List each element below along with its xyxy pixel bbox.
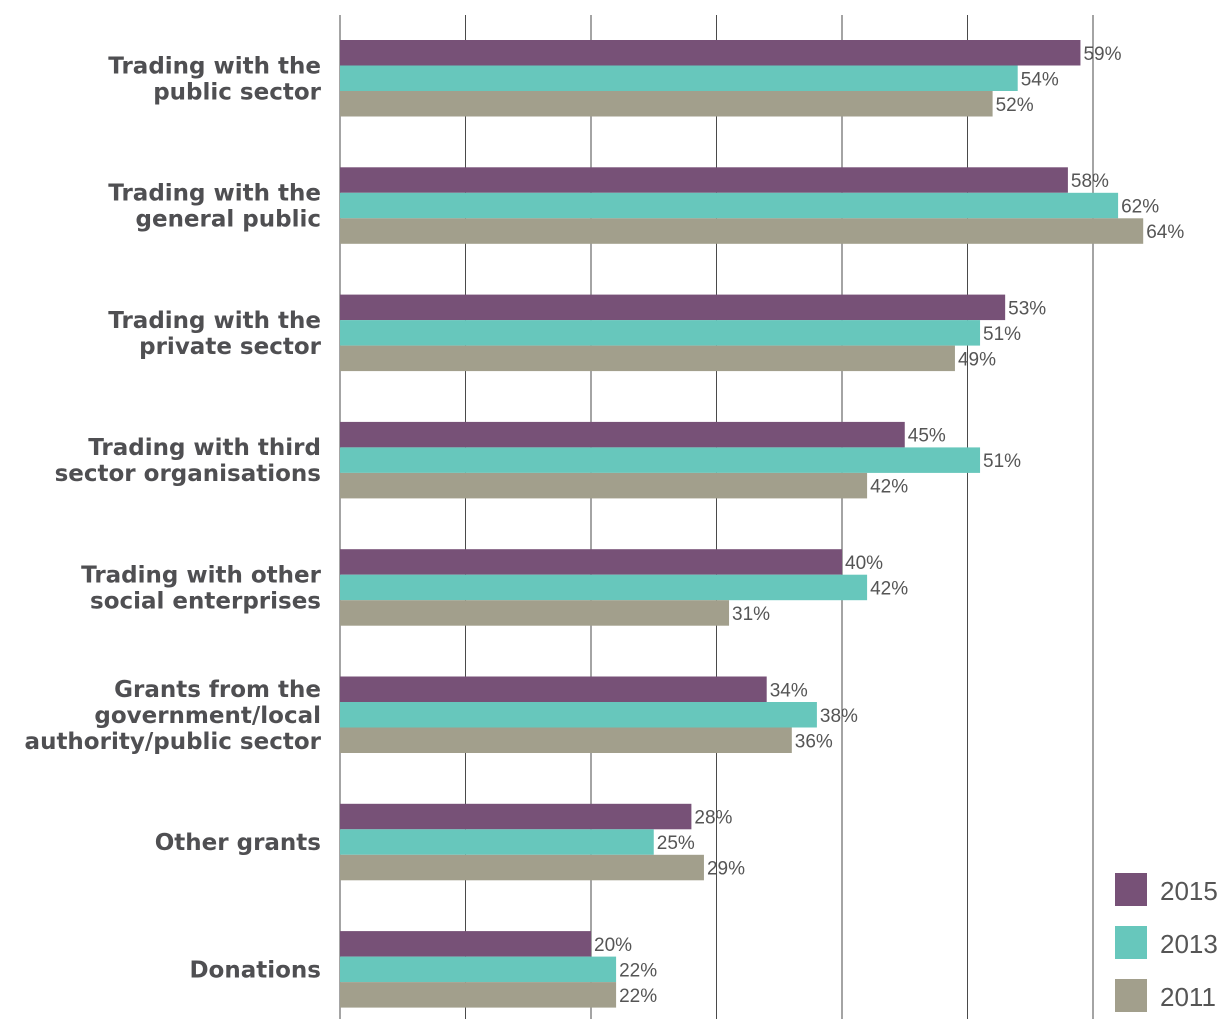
bar-2011 — [340, 982, 617, 1008]
value-label: 45% — [908, 426, 946, 447]
legend: 2015 2013 2011 — [1115, 873, 1217, 1012]
value-label: 20% — [594, 935, 632, 956]
bar-2013 — [340, 829, 654, 855]
value-label: 52% — [996, 95, 1034, 116]
value-label: 40% — [845, 553, 883, 574]
value-label: 25% — [657, 833, 695, 854]
value-label: 22% — [619, 960, 657, 981]
category-label: Trading with the private sector — [108, 308, 321, 360]
bar-2011 — [340, 472, 868, 499]
category-label: Trading with the general public — [108, 181, 321, 233]
value-label: 64% — [1146, 222, 1184, 243]
bar-2015 — [340, 676, 767, 702]
bar-2013 — [340, 574, 868, 601]
bar-2011 — [340, 345, 955, 372]
category-label: Other grants — [155, 830, 321, 856]
bars — [340, 40, 1144, 1008]
value-label: 34% — [770, 680, 808, 701]
bar-2011 — [340, 218, 1144, 244]
value-label: 42% — [870, 578, 908, 599]
bar-2013 — [340, 956, 617, 983]
legend-label: 2013 — [1160, 929, 1217, 959]
bar-2015 — [340, 167, 1068, 193]
category-label: Trading with other social enterprises — [81, 562, 321, 614]
bar-2011 — [340, 600, 730, 626]
value-label: 31% — [732, 604, 770, 625]
bar-2011 — [340, 727, 792, 753]
legend-swatch-2013 — [1115, 926, 1147, 959]
value-label: 59% — [1083, 44, 1121, 65]
value-label: 36% — [795, 731, 833, 752]
category-labels: Trading with the public sector Trading wit… — [25, 53, 322, 983]
legend-swatch-2015 — [1115, 873, 1147, 906]
category-label: Grants from the government/local authority… — [25, 677, 322, 755]
category-label: Trading with the public sector — [108, 53, 321, 105]
bar-2013 — [340, 702, 817, 728]
value-label: 38% — [820, 706, 858, 727]
bar-2011 — [340, 91, 993, 117]
bar-2015 — [340, 549, 842, 575]
bar-2015 — [340, 294, 1006, 321]
bar-2013 — [340, 320, 981, 346]
value-label: 54% — [1021, 69, 1059, 90]
value-labels: 59% 54% 52% 58% 62% 64% 53% 51% 49% 45% 51% 42% 40% 4… — [594, 44, 1184, 1007]
value-label: 51% — [983, 451, 1021, 472]
value-label: 62% — [1121, 197, 1159, 218]
bar-2015 — [340, 421, 905, 448]
value-label: 42% — [870, 477, 908, 498]
bar-2015 — [340, 931, 591, 957]
value-label: 49% — [958, 349, 996, 370]
value-label: 29% — [707, 859, 745, 880]
value-label: 51% — [983, 324, 1021, 345]
bar-2013 — [340, 65, 1018, 91]
legend-swatch-2011 — [1115, 979, 1147, 1012]
value-label: 28% — [694, 808, 732, 829]
bar-2011 — [340, 854, 704, 881]
value-label: 58% — [1071, 171, 1109, 192]
legend-label: 2015 — [1160, 876, 1217, 906]
value-label: 22% — [619, 986, 657, 1007]
category-label: Donations — [189, 957, 321, 983]
bar-2013 — [340, 192, 1119, 219]
category-label: Trading with third sector organisations — [55, 435, 321, 487]
bar-2013 — [340, 447, 981, 473]
bar-2015 — [340, 803, 692, 830]
value-label: 53% — [1008, 298, 1046, 319]
bar-2015 — [340, 40, 1081, 66]
legend-label: 2011 — [1160, 982, 1216, 1012]
